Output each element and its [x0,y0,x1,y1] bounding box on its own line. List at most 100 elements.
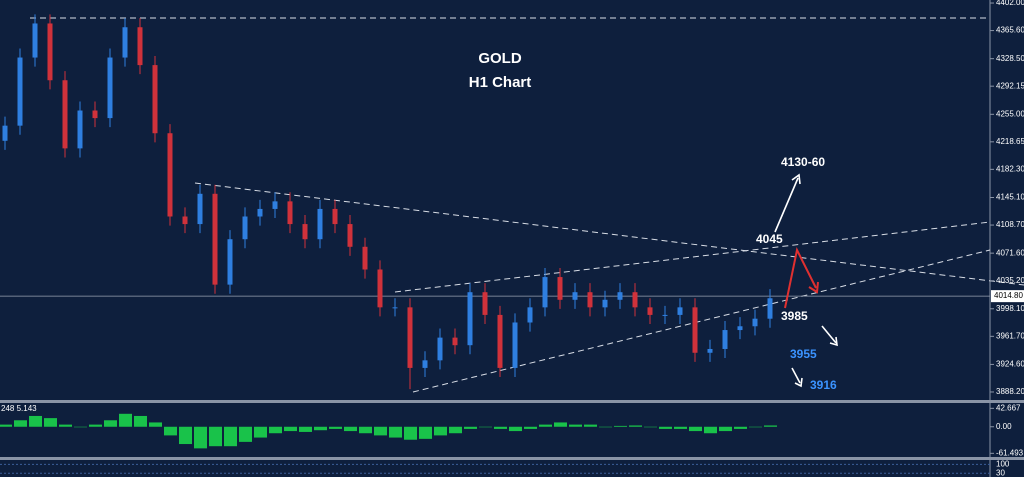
y-tick-label: 4365.60 [996,26,1024,35]
histogram-bar [134,415,147,427]
y-tick-label: 100 [996,460,1010,469]
candle-body [497,314,503,368]
candle-body [707,348,713,353]
y-tick-label: 4328.50 [996,54,1024,63]
candle-body [227,239,233,285]
candle-body [107,57,113,119]
candle-body [92,110,98,119]
y-tick-label: 4035.20 [996,276,1024,285]
y-tick-label: 4108.70 [996,220,1024,229]
candle-body [692,307,698,353]
chart-subtitle: H1 Chart [469,74,532,91]
histogram-bar [14,420,27,427]
chart-title: GOLD [478,50,521,67]
candle-body [17,57,23,126]
y-tick-label: 4182.30 [996,164,1024,173]
histogram-bar [569,424,582,427]
histogram-bar [719,426,732,432]
candle-body [452,337,458,346]
annotation: 4130-60 [781,155,825,169]
candle-body [122,27,128,58]
y-tick-label: 4145.10 [996,193,1024,202]
histogram-bar [689,426,702,432]
histogram-bar [674,426,687,429]
histogram-bar [404,426,417,440]
candle-body [257,208,263,217]
histogram-bar [164,426,177,436]
trend-line [412,249,991,393]
annotation: 3985 [781,309,808,323]
candle-body [377,269,383,308]
candle-body [347,224,353,247]
histogram-bar [29,415,42,427]
histogram-bar [584,424,597,427]
candle-body [767,298,773,319]
histogram-bar [329,426,342,429]
candle-body [77,110,83,149]
histogram-bar [464,426,477,429]
histogram-bar [434,426,447,436]
histogram-bar [614,425,627,427]
histogram-bar [374,426,387,436]
candle-body [392,307,398,309]
histogram-bar [734,426,747,429]
candle-body [32,23,38,58]
histogram-bar [554,422,567,427]
histogram-bar [524,426,537,429]
y-tick-label: 4071.60 [996,248,1024,257]
candle-body [512,322,518,368]
candle-body [632,292,638,308]
histogram-bar [224,426,237,447]
histogram-bar [0,424,12,427]
candle-body [332,208,338,225]
candle-body [437,337,443,361]
candle-body [422,360,428,368]
candle-body [737,326,743,331]
candle-body [662,314,668,316]
candle-body [137,27,143,66]
annotation: 3916 [810,378,837,392]
candle-body [197,193,203,225]
indicator-label: 248 5.143 [1,404,37,413]
histogram-bar [344,426,357,432]
candle-body [302,224,308,240]
histogram-bar [59,424,72,427]
y-tick-label: 3888.20 [996,387,1024,396]
histogram-bar [449,426,462,434]
y-tick-label: 3998.10 [996,304,1024,313]
histogram-bar [119,413,132,427]
candle-body [287,201,293,225]
y-tick-label: 4292.15 [996,81,1024,90]
histogram-bar [629,425,642,427]
histogram-bar [74,426,87,428]
histogram-bar [284,426,297,432]
histogram-bar [539,424,552,427]
histogram-bar [269,426,282,434]
candle-body [272,201,278,209]
histogram-bar [254,426,267,438]
histogram-bar [509,426,522,432]
annotation: 4045 [756,232,783,246]
y-tick-label: 0.00 [996,422,1012,431]
candle-body [47,23,53,81]
histogram-bar [494,426,507,429]
histogram-bar [479,426,492,428]
y-tick-label: 3924.60 [996,360,1024,369]
candle-body [407,307,413,368]
candle-body [317,208,323,240]
candle-body [2,125,8,141]
candle-body [62,80,68,149]
y-tick-label: 4402.00 [996,0,1024,7]
histogram-bar [599,426,612,428]
histogram-bar [764,425,777,427]
candle-body [572,292,578,300]
candle-body [647,307,653,315]
histogram-bar [44,418,57,427]
histogram-bar [89,424,102,427]
candle-body [587,292,593,308]
candle-body [152,65,158,134]
histogram-bar [299,426,312,432]
histogram-bar [419,426,432,439]
